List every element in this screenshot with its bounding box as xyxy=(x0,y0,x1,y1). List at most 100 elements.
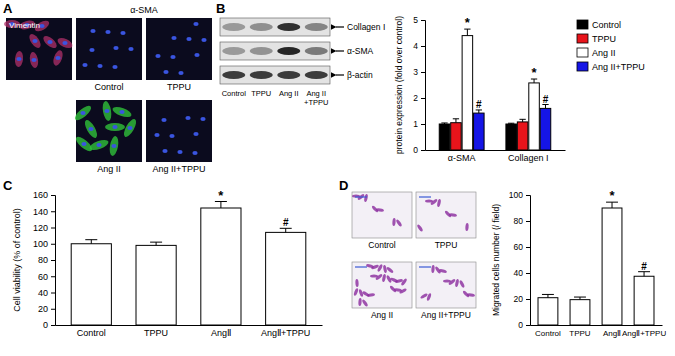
legend-label: TPPU xyxy=(592,34,616,44)
nucleus xyxy=(177,150,182,154)
migrated-cell xyxy=(426,293,432,302)
tick: Collagen I xyxy=(508,153,549,163)
tick-mark xyxy=(51,309,55,310)
migration-image xyxy=(352,192,412,238)
nucleus xyxy=(169,134,174,138)
tick-label: 100 xyxy=(509,190,523,200)
tick-mark xyxy=(526,195,530,196)
tick: Control xyxy=(77,328,106,338)
tick-label: α-SMA xyxy=(448,153,476,163)
blot-membrane xyxy=(220,42,330,60)
blot-band xyxy=(222,23,245,31)
tick-mark xyxy=(51,293,55,294)
cell-fiber xyxy=(108,135,119,156)
bar xyxy=(506,124,517,150)
legend: ControlTPPUAng IIAng II+TPPU xyxy=(577,20,645,72)
blot-band xyxy=(305,23,328,31)
axis-line xyxy=(426,150,566,151)
tick-mark xyxy=(51,228,55,229)
cell-fiber xyxy=(41,34,58,50)
tick-mark xyxy=(526,273,530,274)
tick: TPPU xyxy=(569,329,591,338)
legend-swatch xyxy=(577,62,588,71)
scale-bar xyxy=(419,266,431,267)
micrograph xyxy=(73,100,142,162)
tick-label: 60 xyxy=(514,242,524,252)
tick-mark xyxy=(421,72,425,73)
scale-bar xyxy=(419,196,431,197)
bar xyxy=(517,122,528,150)
tick: 5 xyxy=(413,15,425,25)
y-axis: 020406080100 xyxy=(509,190,531,330)
migrated-cell xyxy=(361,299,368,307)
nucleus xyxy=(16,57,21,61)
nucleus xyxy=(55,56,60,60)
migrated-cell xyxy=(376,208,384,212)
tick: 0 xyxy=(518,320,530,330)
tick-mark xyxy=(526,247,530,248)
tick-label: AngⅡ xyxy=(603,329,621,338)
migrated-cell xyxy=(449,213,457,217)
micrograph xyxy=(146,18,212,80)
bar xyxy=(529,83,540,150)
tick-mark xyxy=(51,211,55,212)
migrated-cell xyxy=(382,274,387,282)
axis-line xyxy=(51,196,56,326)
tick-mark xyxy=(421,150,425,151)
migrated-cell xyxy=(431,265,435,273)
legend-swatch xyxy=(577,34,588,43)
cell-fiber xyxy=(74,135,94,154)
tick-label: 0 xyxy=(413,145,418,155)
nucleus xyxy=(104,109,109,113)
migrated-cell xyxy=(377,264,384,273)
chart: *#020406080100120140160ControlTPPUAngⅡAn… xyxy=(12,188,322,339)
x-axis: ControlTPPUAngⅡAngⅡ+TPPU xyxy=(56,326,323,339)
nucleus xyxy=(96,143,101,147)
cell-fiber xyxy=(83,118,100,139)
blot-membrane xyxy=(220,66,330,84)
cell-fiber xyxy=(14,51,23,68)
nucleus xyxy=(193,22,198,26)
error-cap xyxy=(85,239,97,240)
axis-line xyxy=(531,325,663,326)
nucleus xyxy=(111,144,116,148)
tick: 60 xyxy=(514,242,530,252)
tick-label: 1 xyxy=(413,119,418,129)
significance-mark: # xyxy=(476,99,482,110)
significance-mark: * xyxy=(532,65,538,80)
tick: 3 xyxy=(413,67,425,77)
bar xyxy=(538,298,558,325)
migrated-cell xyxy=(439,268,448,273)
tick-label: 120 xyxy=(33,223,48,233)
tick: AngⅡ xyxy=(603,329,621,338)
tick-label: Control xyxy=(535,329,561,338)
x-axis: ControlTPPUAngⅡAngⅡ+TPPU xyxy=(531,326,667,338)
tick-mark xyxy=(51,195,55,196)
axis-line xyxy=(526,196,531,326)
panel-label: C xyxy=(3,178,13,193)
axis-line xyxy=(56,325,323,326)
tick: 0 xyxy=(43,320,55,330)
scale-bar xyxy=(355,196,367,197)
migrated-cell xyxy=(353,288,359,297)
cell-fiber xyxy=(73,104,93,123)
tick-label: 3 xyxy=(413,67,418,77)
tick-label: 20 xyxy=(514,294,524,304)
blot-label: α-SMA xyxy=(347,46,373,56)
tick: 40 xyxy=(514,268,530,278)
significance-mark: # xyxy=(641,261,647,272)
tick-mark xyxy=(51,276,55,277)
tick-label: AngⅡ xyxy=(211,328,231,338)
migrated-cell xyxy=(420,293,429,300)
tick: 20 xyxy=(38,304,55,314)
nucleus xyxy=(119,110,124,114)
tick-label: Collagen I xyxy=(508,153,549,163)
blot-label: β-actin xyxy=(347,70,373,80)
cell-fiber xyxy=(101,100,112,121)
legend-swatch xyxy=(577,20,588,29)
tick: α-SMA xyxy=(448,153,476,163)
migrated-cell xyxy=(416,224,423,232)
axis-title: Migrated cells number (/ field) xyxy=(491,204,501,316)
image-frame xyxy=(352,262,412,308)
image-label: Ang II+TPPU xyxy=(153,164,206,174)
